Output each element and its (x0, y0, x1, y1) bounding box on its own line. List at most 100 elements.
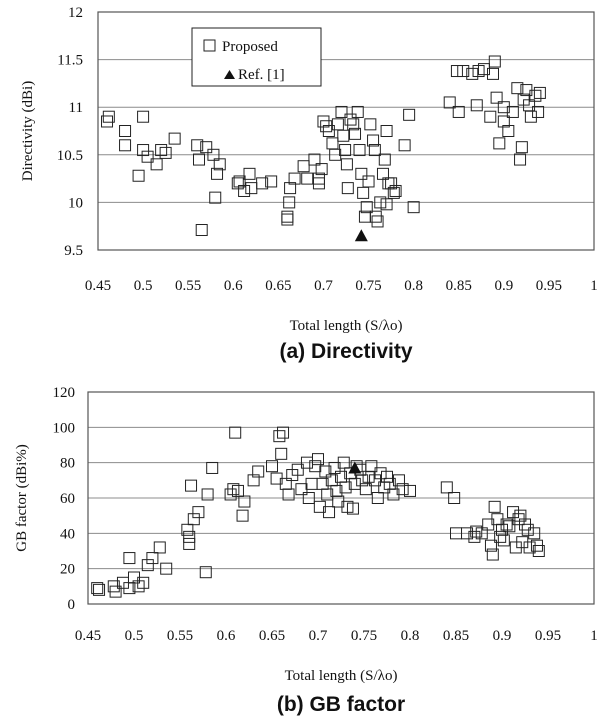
data-point-proposed (247, 474, 260, 487)
data-point-proposed (102, 110, 115, 123)
x-tick-label: 0.7 (309, 628, 328, 644)
y-tick-label: 20 (60, 562, 75, 578)
x-tick-label: 0.5 (134, 278, 153, 294)
x-tick-label: 0.45 (75, 628, 101, 644)
data-point-proposed (146, 552, 159, 565)
data-point-proposed (132, 169, 145, 182)
data-point-proposed (532, 545, 545, 557)
x-tick-label: 0.8 (401, 628, 420, 644)
data-point-proposed (283, 196, 296, 209)
data-point-proposed (243, 167, 256, 180)
x-tick-label: 0.75 (355, 278, 381, 294)
data-point-proposed (494, 530, 507, 543)
chart-caption: (b) GB factor (277, 693, 405, 716)
data-point-proposed (357, 186, 370, 199)
data-point-proposed (191, 139, 204, 152)
data-point-proposed (200, 141, 213, 154)
data-point-proposed (227, 483, 240, 496)
data-point-proposed (256, 177, 269, 190)
data-point-proposed (206, 461, 219, 474)
data-point-proposed (355, 167, 368, 180)
data-point-proposed (339, 481, 352, 494)
legend: Proposed Ref. [1] (191, 27, 322, 87)
data-point-proposed (183, 537, 196, 550)
data-point-proposed (371, 215, 384, 228)
data-point-proposed (515, 141, 528, 154)
data-point-proposed (337, 129, 350, 142)
data-point-proposed (326, 137, 339, 150)
data-point-proposed (201, 488, 214, 501)
data-point-proposed (403, 108, 416, 121)
data-point-proposed (159, 146, 172, 159)
data-point-proposed (231, 484, 244, 497)
data-point-proposed (160, 562, 173, 575)
data-point-proposed (302, 492, 315, 504)
data-point-proposed (488, 55, 501, 68)
data-point-proposed (521, 523, 534, 536)
data-point-proposed (365, 460, 378, 473)
data-point-proposed (265, 175, 278, 188)
data-point-proposed (207, 148, 220, 161)
data-point-proposed (477, 63, 490, 76)
data-point-proposed (301, 172, 314, 185)
data-point-proposed (407, 201, 420, 214)
data-point-proposed (252, 465, 265, 478)
data-point-proposed (450, 65, 463, 78)
y-tick-label: 0 (68, 597, 76, 613)
data-point-proposed (312, 172, 325, 185)
data-point-proposed (312, 453, 324, 466)
data-point-proposed (346, 502, 359, 515)
data-point-proposed (119, 139, 132, 152)
data-point-proposed (470, 99, 483, 112)
data-point-proposed (475, 527, 488, 540)
data-point-proposed (297, 160, 310, 173)
data-point-proposed (529, 89, 542, 102)
data-point-proposed (511, 82, 524, 95)
x-tick-label: 0.6 (217, 628, 236, 644)
data-point-proposed (523, 541, 536, 554)
x-axis-label: Total length (S/λo) (290, 318, 403, 334)
x-tick-label: 0.95 (535, 628, 561, 644)
data-point-proposed (236, 509, 249, 522)
x-tick-label: 0.8 (404, 278, 423, 294)
data-point-proposed (380, 198, 393, 211)
data-point-proposed (275, 447, 288, 460)
data-point-proposed (486, 67, 499, 80)
legend-triangle-marker (224, 70, 235, 79)
data-point-proposed (153, 541, 166, 554)
data-point-proposed (273, 430, 286, 443)
y-tick-label: 11.5 (57, 53, 83, 69)
data-point-proposed (440, 481, 453, 494)
data-point-proposed (457, 65, 470, 78)
x-tick-label: 0.6 (224, 278, 243, 294)
x-tick-label: 0.55 (167, 628, 193, 644)
data-point-proposed (360, 201, 373, 214)
data-point-proposed (321, 488, 334, 501)
data-point-proposed (320, 120, 333, 133)
y-tick-label: 40 (60, 526, 75, 542)
x-tick-label: 0.65 (259, 628, 285, 644)
data-point-proposed (193, 153, 206, 166)
data-point-proposed (329, 148, 342, 161)
data-point-proposed (266, 460, 278, 473)
data-point-proposed (367, 134, 380, 147)
data-point-proposed (528, 527, 541, 540)
data-point-proposed (461, 527, 474, 540)
data-point-proposed (502, 125, 515, 137)
data-point-proposed (381, 470, 393, 483)
data-point-ref (354, 229, 368, 242)
data-point-proposed (229, 426, 242, 439)
data-point-proposed (93, 583, 106, 596)
data-point-proposed (123, 552, 136, 565)
data-point-proposed (368, 144, 381, 157)
data-point-proposed (378, 153, 391, 166)
x-tick-label: 0.85 (443, 628, 469, 644)
data-point-proposed (524, 110, 537, 123)
gb-factor-chart: 0 20 40 60 80 100 120 0.45 0.5 0.55 0.6 0.65 0.7 0.7… (14, 385, 598, 716)
x-tick-label: 0.85 (446, 278, 472, 294)
data-point-proposed (183, 530, 196, 543)
data-point-proposed (396, 483, 409, 496)
data-point-proposed (137, 576, 150, 589)
data-point-ref (348, 461, 362, 474)
data-point-proposed (185, 479, 198, 492)
